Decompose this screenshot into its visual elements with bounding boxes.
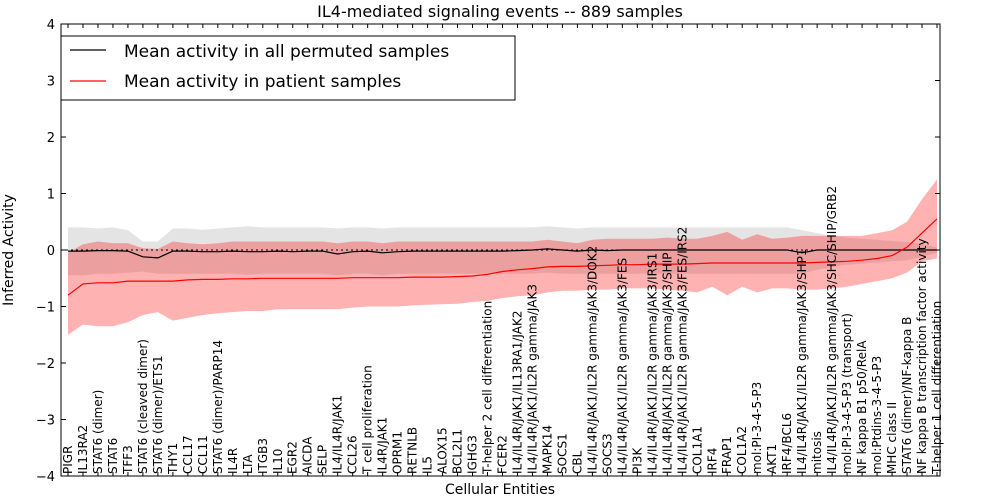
x-category-label: IL4R bbox=[226, 448, 240, 474]
x-category-label: TFF3 bbox=[121, 445, 135, 475]
x-category-label: MHC class II bbox=[885, 402, 899, 474]
x-category-label: IL4/IL4R/JAK1/IL2R gamma/JAK3/SHC/SHIP/G… bbox=[825, 186, 839, 474]
x-category-label: IL4/IL4R/JAK1 bbox=[331, 395, 345, 474]
x-category-label: IGHG3 bbox=[466, 435, 480, 474]
x-category-label: STAT6 (dimer) bbox=[91, 390, 105, 474]
x-category-label: SOCS3 bbox=[600, 433, 614, 474]
y-tick-label: 2 bbox=[47, 131, 55, 146]
x-category-label: IL13RA2 bbox=[76, 425, 90, 474]
legend-label-permuted: Mean activity in all permuted samples bbox=[124, 42, 449, 62]
line-series-0 bbox=[68, 248, 937, 259]
x-category-label: IL4/IL4R/JAK1/IL2R gamma/JAK3/FES/IRS2 bbox=[675, 227, 689, 474]
x-category-label: COL1A1 bbox=[690, 426, 704, 474]
y-tick-label: −3 bbox=[36, 414, 55, 429]
x-category-label: SOCS1 bbox=[555, 433, 569, 474]
x-category-label: IL4/IL4R/JAK1/IL2R gamma/JAK3/SHIP bbox=[660, 253, 674, 474]
line-series-1 bbox=[67, 218, 938, 296]
x-category-label: ITGB3 bbox=[256, 438, 270, 474]
legend-label-patient: Mean activity in patient samples bbox=[124, 72, 401, 92]
y-tick-label: −2 bbox=[36, 357, 55, 372]
x-category-label: LTA bbox=[241, 454, 255, 474]
band-series-1 bbox=[68, 179, 937, 335]
x-category-label: NF kappa B transcription factor activity bbox=[915, 238, 929, 474]
x-category-label: STAT6 (dimer)/ETS1 bbox=[151, 355, 165, 474]
x-category-label: IL4/IL4R/JAK1/IL2R gamma/JAK3/DOK2 bbox=[585, 246, 599, 474]
y-tick-label: −1 bbox=[36, 301, 55, 316]
lines-layer bbox=[67, 218, 938, 296]
y-tick-label: 0 bbox=[47, 244, 55, 259]
y-tick-label: 1 bbox=[47, 188, 55, 203]
x-category-label: STAT6 bbox=[106, 438, 120, 474]
legend-frame bbox=[60, 35, 516, 101]
x-category-label: CCL26 bbox=[346, 435, 360, 474]
chart-title: IL4-mediated signaling events -- 889 sam… bbox=[317, 2, 683, 21]
x-category-label: IL4/IL4R/JAK1/IL2R gamma/JAK3/SHP1 bbox=[795, 248, 809, 474]
x-category-label: T-helper 2 cell differentiation bbox=[481, 301, 495, 475]
y-axis: −4 −3 −2 −1 0 1 2 3 4 bbox=[36, 18, 940, 485]
x-category-label: BCL2L1 bbox=[451, 429, 465, 474]
x-category-label: mol:PI-3-4-5-P3 (transport) bbox=[840, 313, 854, 474]
x-category-label: FCER2 bbox=[496, 435, 510, 474]
x-category-label: IRF4 bbox=[705, 448, 719, 474]
x-category-label: IL4/IL4R/JAK1/IL13RA1/JAK2 bbox=[511, 311, 525, 475]
x-category-label: STAT6 (dimer)/NF-kappa B bbox=[900, 317, 914, 474]
y-axis-title: Inferred Activity bbox=[1, 194, 17, 306]
x-category-label: THY1 bbox=[166, 443, 180, 475]
x-category-label: NF kappa B1 p50/RelA bbox=[855, 340, 869, 474]
y-tick-label: 3 bbox=[47, 75, 55, 90]
y-tick-label: −4 bbox=[36, 470, 55, 485]
x-category-label: AICDA bbox=[301, 436, 315, 474]
x-category-label: mol:Ptdins-3-4-5-P3 bbox=[870, 356, 884, 474]
x-category-label: SELP bbox=[316, 445, 330, 474]
x-category-label: ALOX15 bbox=[436, 427, 450, 474]
x-category-label: FRAP1 bbox=[720, 436, 734, 474]
x-category-label: OPRM1 bbox=[391, 431, 405, 474]
x-category-label: IL5 bbox=[421, 456, 435, 474]
x-category-label: mol:PI-3-4-5-P3 bbox=[750, 382, 764, 474]
x-category-label: MAPK14 bbox=[540, 425, 554, 474]
x-category-label: STAT6 (dimer)/PARP14 bbox=[211, 340, 225, 474]
x-category-label: COL1A2 bbox=[735, 426, 749, 474]
x-category-label: EGR2 bbox=[286, 441, 300, 474]
x-category-label: CCL11 bbox=[196, 435, 210, 474]
x-axis-title: Cellular Entities bbox=[445, 482, 555, 498]
x-category-label: RETNLB bbox=[406, 427, 420, 474]
x-category-label: CBL bbox=[570, 450, 584, 474]
x-category-label: CCL17 bbox=[181, 435, 195, 474]
y-tick-label: 4 bbox=[47, 18, 55, 33]
x-category-label: STAT6 (cleaved dimer) bbox=[136, 339, 150, 474]
x-category-label: IL4R/JAK1 bbox=[376, 417, 390, 474]
x-category-label: T cell proliferation bbox=[361, 365, 375, 475]
x-category-label: IL4/IL4R/JAK1/IL2R gamma/JAK3/FES bbox=[615, 258, 629, 474]
x-axis: PIGR IL13RA2 STAT6 (dimer) STAT6 TFF3 STAT6 (… bbox=[61, 24, 944, 476]
x-category-label: IL4/IL4R/JAK1/IL2R gamma/JAK3/IRS1 bbox=[645, 253, 659, 474]
legend: Mean activity in all permuted samples Me… bbox=[60, 35, 516, 101]
x-category-label: T-helper 1 cell differentiation bbox=[930, 301, 944, 475]
x-category-label: AKT1 bbox=[765, 444, 779, 474]
x-category-label: IL4/IL4R/JAK1/IL2R gamma/JAK3 bbox=[526, 284, 540, 474]
x-category-label: mitosis bbox=[810, 431, 824, 474]
x-category-label: PIGR bbox=[61, 446, 75, 474]
x-category-label: IRF4/BCL6 bbox=[780, 413, 794, 474]
x-category-label: IL10 bbox=[271, 449, 285, 475]
x-category-label: PI3K bbox=[630, 447, 644, 474]
